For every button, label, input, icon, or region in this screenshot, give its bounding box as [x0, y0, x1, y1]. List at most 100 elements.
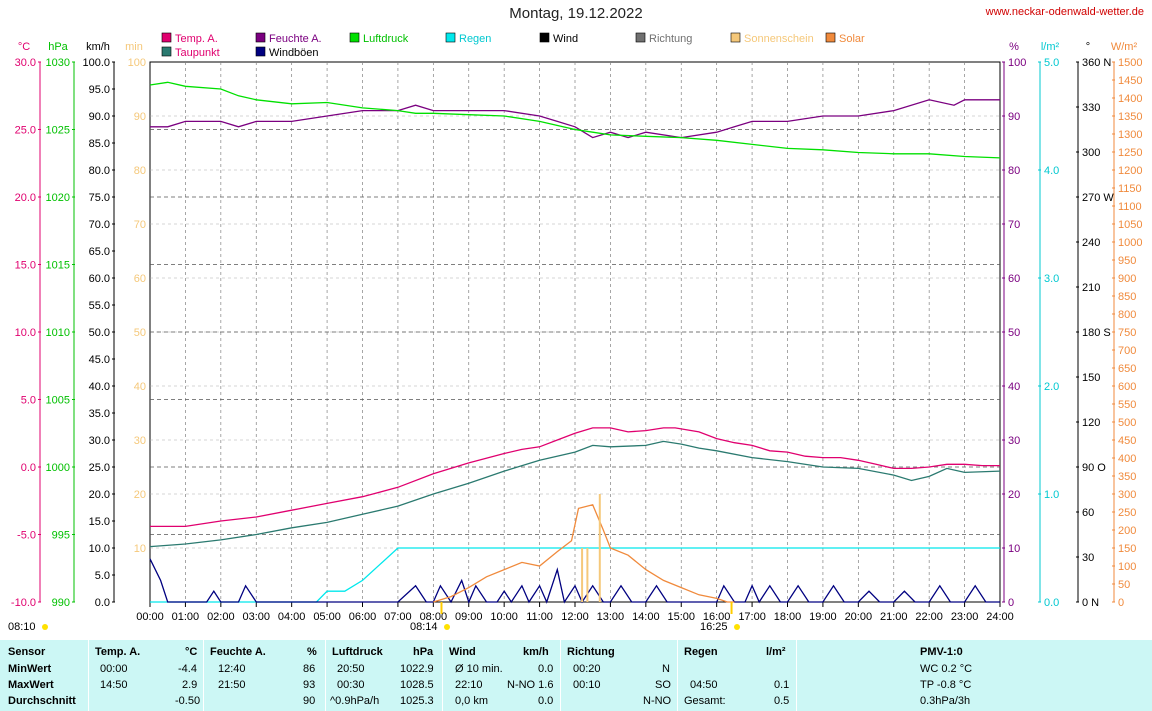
legend-swatch [349, 32, 360, 43]
temp-header: Temp. A. [95, 646, 141, 658]
legend-swatch [445, 32, 456, 43]
y-tick-label-temp: 25.0 [15, 125, 36, 137]
y-tick-label-solar: 400 [1118, 453, 1136, 465]
y-tick-label-humidity: 70 [1008, 219, 1020, 231]
y-tick-label-kmh: 30.0 [89, 435, 110, 447]
y-tick-label-kmh: 15.0 [89, 516, 110, 528]
y-tick-label-pressure: 1020 [46, 192, 70, 204]
table-divider [325, 640, 326, 711]
series-line-temp-a- [150, 427, 1000, 528]
rain-max: 0.1 [774, 679, 790, 691]
y-tick-label-humidity: 60 [1008, 273, 1020, 285]
dir-max: SO [655, 679, 671, 691]
legend-swatch [730, 32, 741, 43]
y-tick-label-pressure: 1015 [46, 260, 70, 272]
wind-unit: km/h [523, 646, 549, 658]
max-row-label: MaxWert [8, 679, 54, 691]
hum-max-time: 21:50 [218, 679, 246, 691]
y-tick-label-solar: 100 [1118, 561, 1136, 573]
y-tick-label-kmh: 60.0 [89, 273, 110, 285]
temp-min: -4.4 [178, 663, 197, 675]
y-tick-label-solar: 150 [1118, 543, 1136, 555]
x-tick-label: 17:00 [738, 611, 766, 623]
y-tick-label-pressure: 1025 [46, 125, 70, 137]
x-tick-label: 13:00 [597, 611, 625, 623]
legend-label: Regen [459, 33, 491, 45]
y-tick-label-sunmin: 100 [128, 57, 146, 69]
hum-avg: 90 [303, 695, 316, 707]
y-tick-label-pressure: 1030 [46, 57, 70, 69]
weather-chart: 00:00 01:00 02:00 03:00 04:00 05:00 06:00 07:00… [8, 32, 1142, 633]
y-tick-label-kmh: 5.0 [95, 570, 110, 582]
x-tick-label: 06:00 [349, 611, 377, 623]
temp-min-time: 00:00 [100, 663, 128, 675]
pmv-tp: TP -0.8 °C [920, 679, 972, 691]
table-divider [442, 640, 443, 711]
x-tick-label: 24:00 [986, 611, 1014, 623]
x-tick-label: 20:00 [845, 611, 873, 623]
hum-min-time: 12:40 [218, 663, 246, 675]
legend-swatch [635, 32, 646, 43]
x-tick-label: 14:00 [632, 611, 660, 623]
legend-swatch [255, 32, 266, 43]
wind-avg: 0.0 [538, 695, 554, 707]
series-line-solar [433, 504, 735, 603]
avg-row-label: Durchschnitt [8, 695, 76, 707]
y-unit-rain: l/m² [1041, 41, 1060, 53]
y-tick-label-kmh: 85.0 [89, 138, 110, 150]
wind-max: N-NO 1.6 [507, 679, 554, 691]
x-tick-label: 16:00 [703, 611, 731, 623]
y-tick-label-solar: 1300 [1118, 129, 1142, 141]
y-tick-label-direction: 30 [1082, 552, 1094, 564]
min-row-label: MinWert [8, 663, 52, 675]
y-tick-label-solar: 750 [1118, 327, 1136, 339]
series-line-luftdruck [149, 81, 1001, 159]
press-min: 1022.9 [400, 663, 434, 675]
y-tick-label-kmh: 80.0 [89, 165, 110, 177]
y-tick-label-solar: 1450 [1118, 75, 1142, 87]
press-trend: ^0.9hPa/h [330, 695, 380, 707]
y-tick-label-temp: -10.0 [11, 597, 36, 609]
y-tick-label-rain: 2.0 [1044, 381, 1059, 393]
legend-label: Sonnenschein [744, 33, 814, 45]
y-tick-label-solar: 1250 [1118, 147, 1142, 159]
temp-max: 2.9 [182, 679, 198, 691]
y-tick-label-solar: 1200 [1118, 165, 1142, 177]
y-tick-label-humidity: 0 [1008, 597, 1014, 609]
y-tick-label-humidity: 40 [1008, 381, 1020, 393]
chart-title: Montag, 19.12.2022 [509, 5, 643, 22]
x-tick-label: 07:00 [384, 611, 412, 623]
table-divider [88, 640, 89, 711]
dir-max-time: 00:10 [573, 679, 601, 691]
y-tick-label-solar: 250 [1118, 507, 1136, 519]
sun-time-marker: 16:25 [700, 621, 728, 633]
y-tick-label-temp: 5.0 [21, 395, 36, 407]
y-tick-label-humidity: 100 [1008, 57, 1026, 69]
y-tick-label-sunmin: 20 [134, 489, 146, 501]
press-max: 1028.5 [400, 679, 434, 691]
stats-table: Sensor MinWert MaxWert Durchschnitt Temp… [0, 640, 1152, 711]
legend-label: Temp. A. [175, 33, 218, 45]
wind-max-time: 22:10 [455, 679, 483, 691]
y-tick-label-sunmin: 50 [134, 327, 146, 339]
x-tick-label: 08:00 [420, 611, 448, 623]
rain-header: Regen [684, 646, 718, 658]
y-tick-label-kmh: 20.0 [89, 489, 110, 501]
site-url[interactable]: www.neckar-odenwald-wetter.de [985, 6, 1144, 18]
pmv-header: PMV-1:0 [920, 646, 963, 658]
table-divider [677, 640, 678, 711]
table-divider [560, 640, 561, 711]
y-tick-label-direction: 210 [1082, 282, 1100, 294]
y-tick-label-solar: 950 [1118, 255, 1136, 267]
x-tick-label: 03:00 [242, 611, 270, 623]
y-unit-temp: °C [18, 41, 30, 53]
table-divider [203, 640, 204, 711]
y-unit-kmh: km/h [86, 41, 110, 53]
y-tick-label-solar: 1150 [1118, 183, 1142, 195]
y-tick-label-direction: 120 [1082, 417, 1100, 429]
y-tick-label-temp: 0.0 [21, 462, 36, 474]
press-avg: 1025.3 [400, 695, 434, 707]
y-tick-label-humidity: 30 [1008, 435, 1020, 447]
y-tick-label-solar: 900 [1118, 273, 1136, 285]
y-tick-label-kmh: 55.0 [89, 300, 110, 312]
